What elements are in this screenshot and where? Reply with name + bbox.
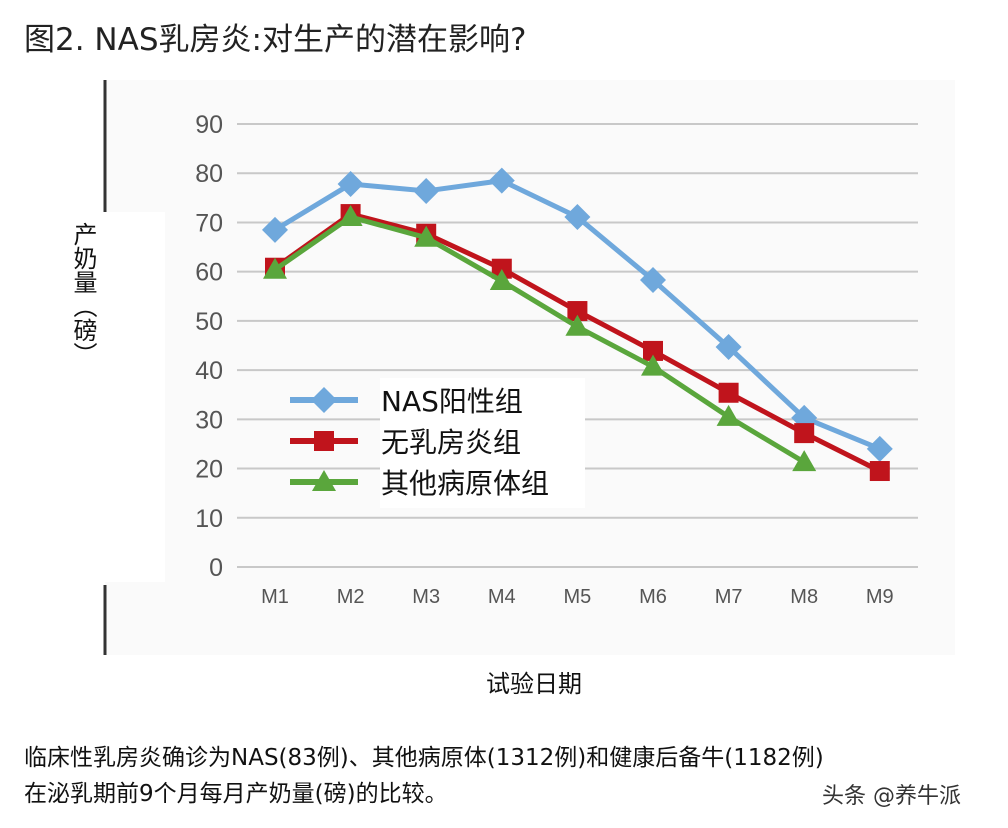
data-point-diamond — [866, 435, 893, 462]
ylabel-mask — [60, 212, 165, 582]
y-tick-label: 80 — [195, 160, 223, 188]
y-tick-label: 20 — [195, 456, 223, 484]
plot-background — [105, 80, 955, 655]
data-point-square — [314, 431, 334, 451]
x-tick-label: M4 — [488, 586, 516, 608]
legend-background — [380, 378, 585, 508]
x-tick-label: M9 — [866, 586, 894, 608]
data-point-square — [718, 382, 739, 403]
y-tick-label: 10 — [195, 505, 223, 533]
data-point-square — [491, 258, 512, 279]
data-point-triangle — [312, 470, 336, 491]
data-point-square — [567, 301, 588, 322]
data-point-square — [794, 423, 815, 444]
series-line — [273, 214, 806, 465]
y-tick-label: 50 — [195, 308, 223, 336]
caption-line-1: 临床性乳房炎确诊为NAS(83例)、其他病原体(1312例)和健康后备牛(118… — [24, 745, 824, 771]
x-axis-label: 试验日期 — [486, 670, 582, 698]
data-point-diamond — [564, 204, 591, 231]
data-point-triangle — [414, 225, 439, 247]
caption: 临床性乳房炎确诊为NAS(83例)、其他病原体(1312例)和健康后备牛(118… — [24, 740, 824, 812]
series-1 — [262, 167, 893, 462]
caption-line-2: 在泌乳期前9个月每月产奶量(磅)的比较。 — [24, 781, 448, 807]
y-tick-label: 90 — [195, 111, 223, 139]
figure-title: 图2. NAS乳房炎:对生产的潜在影响? — [24, 22, 527, 58]
x-tick-label: M3 — [412, 586, 440, 608]
legend-label: 其他病原体组 — [381, 467, 549, 500]
x-tick-label: M2 — [337, 586, 365, 608]
x-tick-label: M8 — [790, 586, 818, 608]
data-point-diamond — [262, 216, 288, 243]
watermark: 头条 @养牛派 — [822, 784, 961, 809]
data-point-triangle — [489, 269, 514, 291]
y-tick-label: 70 — [195, 209, 223, 237]
series-3 — [263, 205, 817, 472]
data-point-diamond — [488, 167, 515, 194]
y-axis-label: 产奶量（磅） — [69, 222, 97, 366]
data-point-triangle — [263, 257, 287, 279]
data-point-diamond — [413, 177, 440, 204]
y-tick-label: 60 — [195, 259, 223, 287]
legend-label: 无乳房炎组 — [381, 426, 521, 459]
y-tick-label: 0 — [209, 554, 223, 582]
data-point-diamond — [715, 333, 742, 360]
data-point-diamond — [311, 387, 337, 413]
y-tick-label: 40 — [195, 357, 223, 385]
data-point-triangle — [641, 354, 665, 376]
x-tick-label: M7 — [715, 586, 743, 608]
x-tick-label: M1 — [261, 586, 289, 608]
data-point-square — [869, 461, 890, 482]
data-point-diamond — [337, 171, 364, 198]
x-tick-label: M5 — [564, 586, 592, 608]
data-point-triangle — [338, 205, 363, 227]
data-point-square — [643, 340, 663, 361]
data-point-diamond — [640, 267, 666, 294]
data-point-triangle — [716, 404, 741, 426]
y-tick-label: 30 — [195, 406, 223, 434]
x-tick-label: M6 — [639, 586, 667, 608]
data-point-triangle — [565, 314, 590, 336]
legend-label: NAS阳性组 — [381, 385, 523, 418]
data-point-triangle — [792, 450, 817, 472]
